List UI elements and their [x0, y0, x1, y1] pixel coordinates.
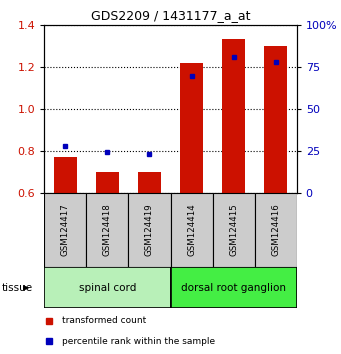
Text: GSM124417: GSM124417	[61, 204, 70, 257]
Bar	[255, 193, 297, 267]
Text: dorsal root ganglion: dorsal root ganglion	[181, 282, 286, 293]
Bar	[44, 267, 170, 308]
Text: GSM124419: GSM124419	[145, 204, 154, 256]
Bar	[138, 172, 161, 193]
Bar	[170, 267, 297, 308]
Bar	[86, 193, 129, 267]
Title: GDS2209 / 1431177_a_at: GDS2209 / 1431177_a_at	[91, 9, 250, 22]
Text: GSM124416: GSM124416	[271, 204, 280, 257]
Bar	[212, 193, 255, 267]
Text: transformed count: transformed count	[62, 316, 146, 325]
Bar	[180, 63, 203, 193]
Bar	[129, 193, 170, 267]
Text: GSM124414: GSM124414	[187, 204, 196, 257]
Text: ▶: ▶	[23, 283, 30, 292]
Text: tissue: tissue	[2, 282, 33, 293]
Bar	[170, 193, 212, 267]
Bar	[44, 193, 86, 267]
Text: spinal cord: spinal cord	[79, 282, 136, 293]
Text: GSM124415: GSM124415	[229, 204, 238, 257]
Bar	[222, 40, 245, 193]
Bar	[96, 172, 119, 193]
Bar	[264, 46, 287, 193]
Text: percentile rank within the sample: percentile rank within the sample	[62, 337, 215, 346]
Text: GSM124418: GSM124418	[103, 204, 112, 257]
Bar	[54, 157, 77, 193]
